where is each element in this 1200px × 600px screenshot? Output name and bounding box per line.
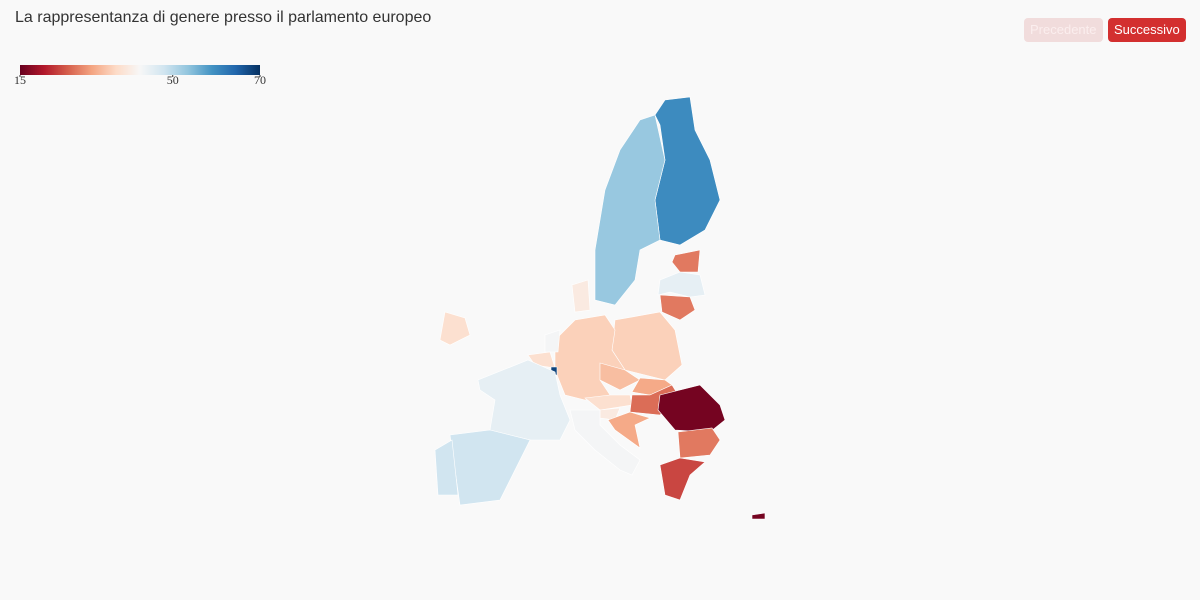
- region: [654, 96, 721, 246]
- colorbar-tick-label: 15: [14, 73, 26, 87]
- region: [607, 411, 651, 449]
- region: [659, 294, 696, 321]
- region: [599, 362, 641, 391]
- region: [657, 384, 726, 433]
- title: La rappresentanza di genere presso il pa…: [15, 9, 432, 26]
- previous-button[interactable]: Precedente: [1024, 18, 1103, 42]
- region: [677, 427, 721, 459]
- region: [434, 439, 459, 496]
- region: [594, 114, 666, 306]
- region: [659, 457, 706, 501]
- colorbar: [20, 65, 260, 75]
- region: [544, 329, 561, 353]
- region: [671, 249, 701, 273]
- region: [584, 394, 633, 411]
- region: [751, 512, 766, 520]
- region: [439, 311, 471, 346]
- region: [477, 359, 571, 441]
- region: [657, 271, 706, 298]
- next-button[interactable]: Successivo: [1108, 18, 1186, 42]
- region: [449, 429, 531, 506]
- colorbar-tick-label: 70: [254, 73, 266, 87]
- region: [571, 279, 591, 313]
- colorbar-tick-label: 50: [167, 73, 179, 87]
- region: [554, 314, 626, 401]
- region: [569, 409, 641, 476]
